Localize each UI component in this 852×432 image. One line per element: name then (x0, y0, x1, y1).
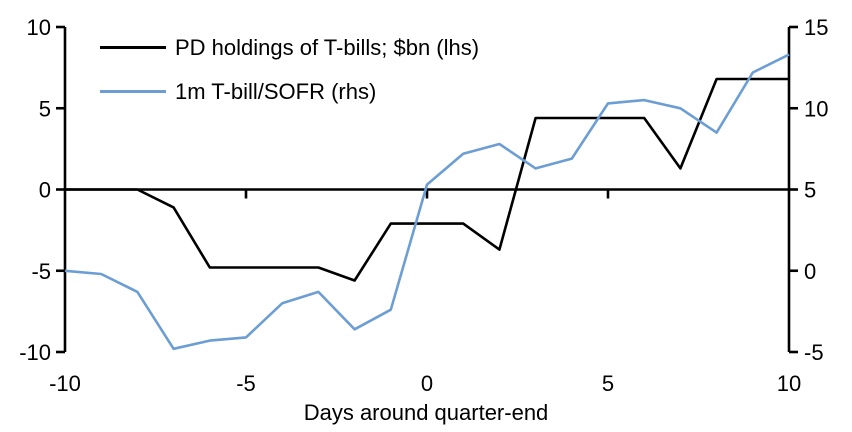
x-axis-tick-label: -10 (49, 371, 81, 396)
y-axis-left-tick-label: 10 (27, 15, 51, 40)
series-line-pd-holdings (65, 77, 789, 282)
y-axis-right-tick-label: 10 (804, 96, 828, 121)
y-axis-right-tick-label: 15 (804, 15, 828, 40)
y-axis-right-tick-label: 5 (804, 178, 816, 203)
x-axis-tick-label: 10 (777, 371, 801, 396)
legend: PD holdings of T-bills; $bn (lhs) 1m T-b… (100, 34, 479, 105)
legend-item-tbill-sofr: 1m T-bill/SOFR (rhs) (100, 78, 479, 105)
y-axis-right-tick-label: -5 (804, 340, 824, 365)
legend-label-pd-holdings: PD holdings of T-bills; $bn (lhs) (175, 35, 480, 60)
x-axis-title: Days around quarter-end (303, 400, 549, 425)
x-axis-tick-label: 5 (602, 371, 614, 396)
y-axis-left-tick-label: -10 (19, 340, 51, 365)
series-line-tbill-sofr (64, 53, 790, 351)
y-axis-right-tick-label: 0 (804, 259, 816, 284)
y-axis-left-tick-label: -5 (31, 259, 51, 284)
legend-label-tbill-sofr: 1m T-bill/SOFR (rhs) (175, 79, 377, 104)
legend-line-swatch-blue (100, 90, 166, 93)
x-axis-tick-label: -5 (236, 371, 256, 396)
legend-item-pd-holdings: PD holdings of T-bills; $bn (lhs) (100, 34, 479, 61)
legend-line-swatch-black (100, 46, 166, 49)
y-axis-left-tick-label: 0 (39, 178, 51, 203)
x-axis-tick-label: 0 (421, 371, 433, 396)
y-axis-left-tick-label: 5 (39, 96, 51, 121)
